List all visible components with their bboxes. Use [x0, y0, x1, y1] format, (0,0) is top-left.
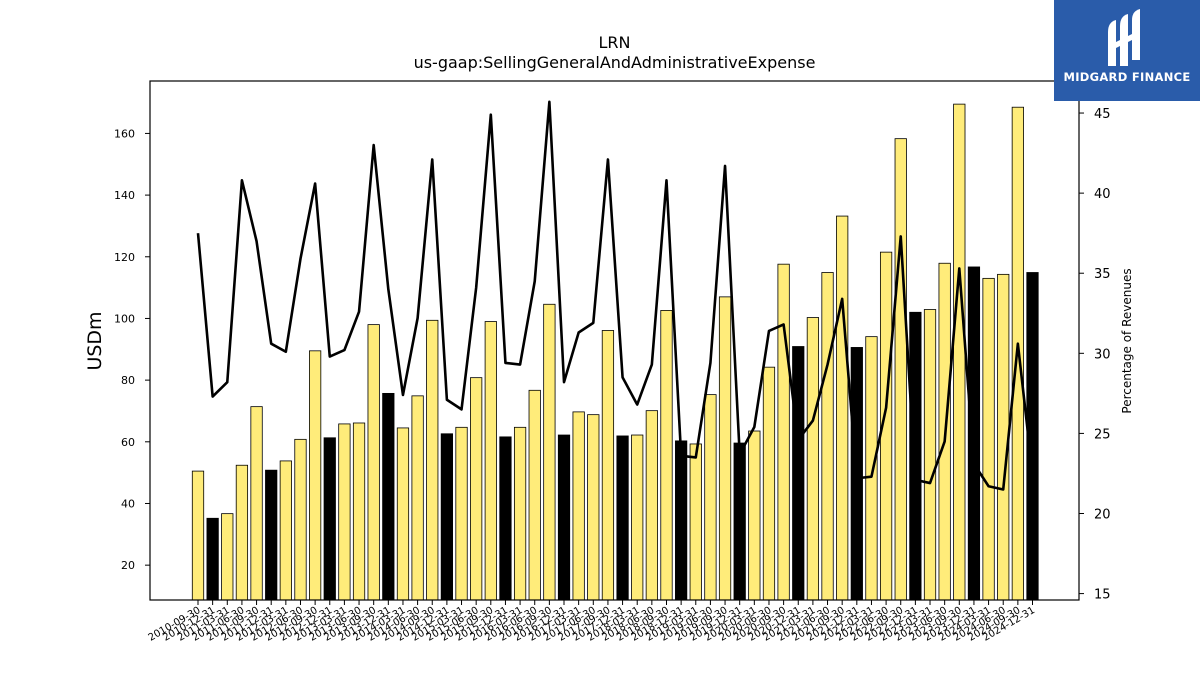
y2-axis-label: Percentage of Revenues: [1120, 268, 1134, 413]
bar: [513, 426, 527, 601]
y2-tick-label: 20: [1094, 508, 1111, 523]
bar: [367, 324, 380, 601]
bar: [631, 434, 644, 601]
bars: [191, 103, 1039, 601]
bar: [806, 317, 820, 601]
bar: [689, 443, 702, 601]
brand-name: MIDGARD FINANCE: [1063, 70, 1191, 84]
y-axis-label: USDm: [84, 311, 106, 370]
bar: [382, 392, 395, 601]
bar: [953, 103, 966, 601]
y2-tick-label: 25: [1094, 427, 1111, 442]
bar: [309, 350, 322, 601]
logo-mark-icon: [1108, 9, 1140, 66]
y-tick-label: 60: [121, 436, 135, 449]
bar: [250, 406, 263, 601]
y-tick-label: 100: [114, 312, 135, 325]
bar: [748, 430, 761, 601]
bar: [279, 460, 292, 601]
bar: [923, 309, 937, 601]
ratio-line: [196, 100, 1034, 491]
y-tick-label: 140: [114, 189, 135, 202]
bar: [499, 436, 512, 601]
bar: [982, 277, 995, 601]
bar: [426, 319, 439, 601]
bar: [265, 469, 278, 601]
bar: [894, 138, 907, 601]
bar: [206, 517, 219, 601]
y2-tick-label: 45: [1094, 107, 1111, 122]
y-tick-label: 40: [121, 497, 135, 510]
bar: [557, 434, 571, 601]
bar: [323, 437, 336, 601]
bar: [616, 435, 629, 601]
bar: [762, 366, 776, 601]
bar: [967, 266, 981, 601]
bar: [792, 346, 805, 601]
bar: [411, 395, 424, 601]
bar: [440, 433, 453, 601]
brand-logo: MIDGARD FINANCE: [1054, 0, 1200, 101]
y2-tick-label: 35: [1094, 267, 1111, 282]
bar: [543, 303, 556, 601]
bar: [221, 513, 234, 601]
bar: [909, 311, 922, 601]
y2-tick-label: 40: [1094, 187, 1111, 202]
bar: [572, 411, 585, 601]
y-tick-label: 80: [121, 374, 135, 387]
bar: [191, 470, 205, 601]
bar: [470, 377, 483, 601]
chart-title: LRN: [599, 33, 631, 52]
bar: [836, 215, 849, 601]
bar: [294, 438, 307, 601]
ratio-line-layer: [196, 100, 1034, 491]
bar: [821, 272, 834, 601]
bar: [338, 423, 351, 601]
y2-tick-label: 30: [1094, 347, 1111, 362]
plot-frame: [149, 80, 1080, 601]
bar: [675, 440, 688, 601]
y-tick-label: 160: [114, 127, 135, 140]
bar: [484, 321, 497, 601]
bar: [235, 464, 249, 601]
bar: [528, 389, 541, 601]
axes: 20406080100120140160152025303540452010-0…: [114, 80, 1111, 644]
bar: [704, 394, 717, 601]
bar: [865, 336, 878, 601]
bar: [718, 296, 732, 601]
bar: [601, 330, 615, 601]
bar: [455, 426, 468, 601]
bar: [352, 422, 366, 601]
y2-tick-label: 15: [1094, 588, 1111, 603]
bar: [645, 410, 658, 601]
bar: [587, 414, 600, 601]
bar: [777, 263, 790, 601]
y-tick-label: 120: [114, 251, 135, 264]
bar: [660, 310, 673, 601]
y-tick-label: 20: [121, 559, 135, 572]
bar: [733, 442, 746, 601]
bar: [396, 427, 410, 601]
chart-subtitle: us-gaap:SellingGeneralAndAdministrativeE…: [414, 53, 816, 72]
